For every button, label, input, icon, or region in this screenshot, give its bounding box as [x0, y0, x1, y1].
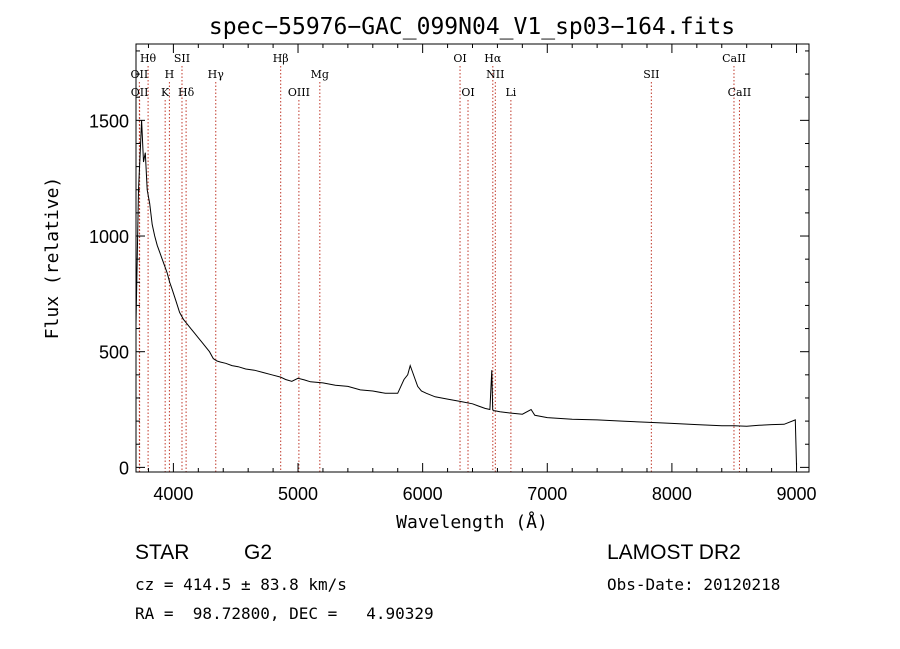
spectral-line-label: SII — [174, 52, 190, 65]
x-tick-label: 6000 — [403, 484, 443, 504]
observation-date: Obs-Date: 20120218 — [607, 575, 780, 594]
y-tick-label: 1000 — [89, 227, 129, 247]
spectral-line-markers: HθOIIOIIHKSIIHδHγHβOIIIMgOIOIHαNIILiSIIC… — [131, 52, 752, 472]
spectral-line-label: Hθ — [140, 52, 157, 65]
spectral-line-label: H — [165, 68, 175, 81]
spectral-line-label: CaII — [722, 52, 746, 65]
spectral-line-label: Li — [505, 86, 516, 99]
object-class: STAR — [135, 541, 189, 564]
axis-ticks: 4000 5000 6000 7000 8000 9000 0 500 1000 1500 — [89, 44, 817, 504]
spectral-line-label: K — [161, 86, 170, 99]
spectral-line-label: SII — [643, 68, 659, 81]
spectral-line-label: OIII — [288, 86, 310, 99]
coordinates: RA = 98.72800, DEC = 4.90329 — [135, 604, 434, 623]
spectral-line-label: Hδ — [178, 86, 195, 99]
y-tick-label: 1500 — [89, 111, 129, 131]
spectral-line-label: OII — [131, 86, 149, 99]
spectral-line-label: Hγ — [208, 68, 225, 81]
plot-frame — [135, 43, 810, 473]
x-tick-label: 8000 — [652, 484, 692, 504]
spectral-line-label: NII — [486, 68, 504, 81]
y-axis-label: Flux (relative) — [42, 177, 63, 340]
object-subclass: G2 — [244, 541, 272, 564]
x-tick-label: 9000 — [777, 484, 817, 504]
spectral-line-label: Hα — [484, 52, 502, 65]
redshift-cz: cz = 414.5 ± 83.8 km/s — [135, 575, 347, 594]
spectral-line-label: Hβ — [273, 52, 289, 65]
spectral-line-label: Mg — [311, 68, 329, 81]
spectrum-line — [135, 120, 797, 466]
x-tick-label: 5000 — [278, 484, 318, 504]
chart-title: spec−55976−GAC_099N04_V1_sp03−164.fits — [209, 14, 735, 40]
spectral-line-label: OI — [461, 86, 474, 99]
x-tick-label: 4000 — [153, 484, 193, 504]
spectral-line-label: OI — [453, 52, 466, 65]
x-axis-label: Wavelength (Å) — [396, 511, 548, 533]
survey-name: LAMOST DR2 — [607, 541, 741, 564]
spectral-line-label: CaII — [728, 86, 752, 99]
x-tick-label: 7000 — [527, 484, 567, 504]
y-tick-label: 500 — [99, 343, 129, 363]
spectrum-series — [135, 120, 797, 466]
y-tick-label: 0 — [119, 458, 129, 478]
